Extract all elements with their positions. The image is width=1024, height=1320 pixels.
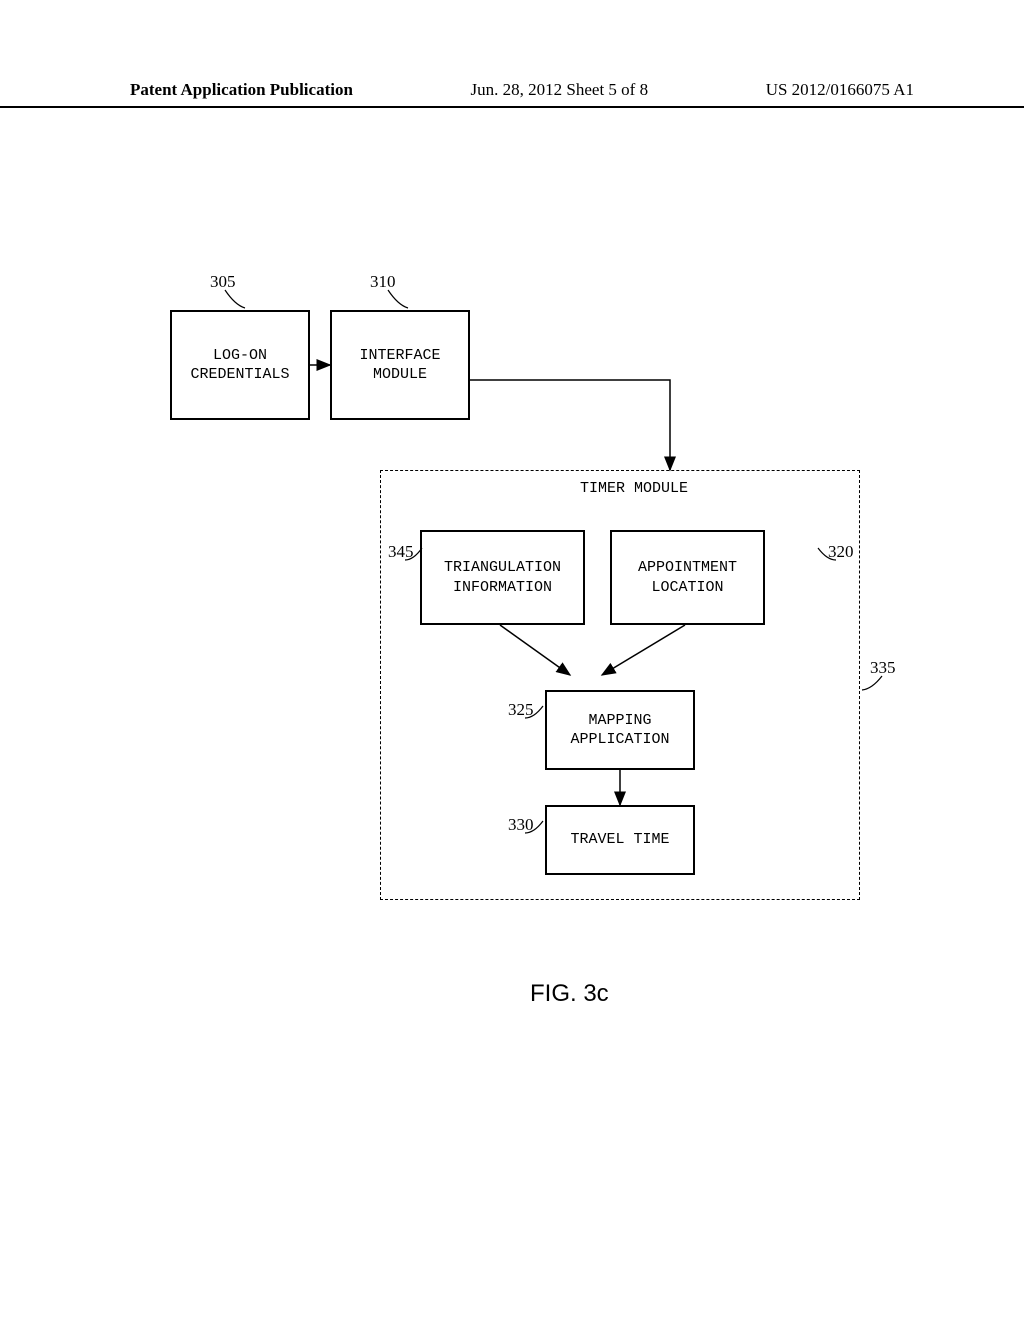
header-left: Patent Application Publication xyxy=(130,80,353,100)
figure-caption: FIG. 3c xyxy=(530,980,609,1008)
box-mapping-application: MAPPING APPLICATION xyxy=(545,690,695,770)
header-right: US 2012/0166075 A1 xyxy=(766,80,914,100)
ref-345: 345 xyxy=(388,542,414,562)
box-travel-time: TRAVEL TIME xyxy=(545,805,695,875)
box-triangulation-information: TRIANGULATION INFORMATION xyxy=(420,530,585,625)
leader-r310 xyxy=(388,290,408,308)
ref-330: 330 xyxy=(508,815,534,835)
ref-320: 320 xyxy=(828,542,854,562)
box-appointment-location: APPOINTMENT LOCATION xyxy=(610,530,765,625)
arrow-interface-to-timer xyxy=(470,380,670,470)
ref-305: 305 xyxy=(210,272,236,292)
header-mid: Jun. 28, 2012 Sheet 5 of 8 xyxy=(471,80,649,100)
ref-335: 335 xyxy=(870,658,896,678)
box-interface-module: INTERFACE MODULE xyxy=(330,310,470,420)
box-logon-credentials: LOG-ON CREDENTIALS xyxy=(170,310,310,420)
timer-module-title: TIMER MODULE xyxy=(580,480,688,497)
leader-r335 xyxy=(862,676,882,690)
diagram: LOG-ON CREDENTIALS INTERFACE MODULE TIME… xyxy=(130,260,890,960)
page-header: Patent Application Publication Jun. 28, … xyxy=(0,80,1024,108)
ref-310: 310 xyxy=(370,272,396,292)
leader-r305 xyxy=(225,290,245,308)
header-row: Patent Application Publication Jun. 28, … xyxy=(0,80,1024,100)
ref-325: 325 xyxy=(508,700,534,720)
